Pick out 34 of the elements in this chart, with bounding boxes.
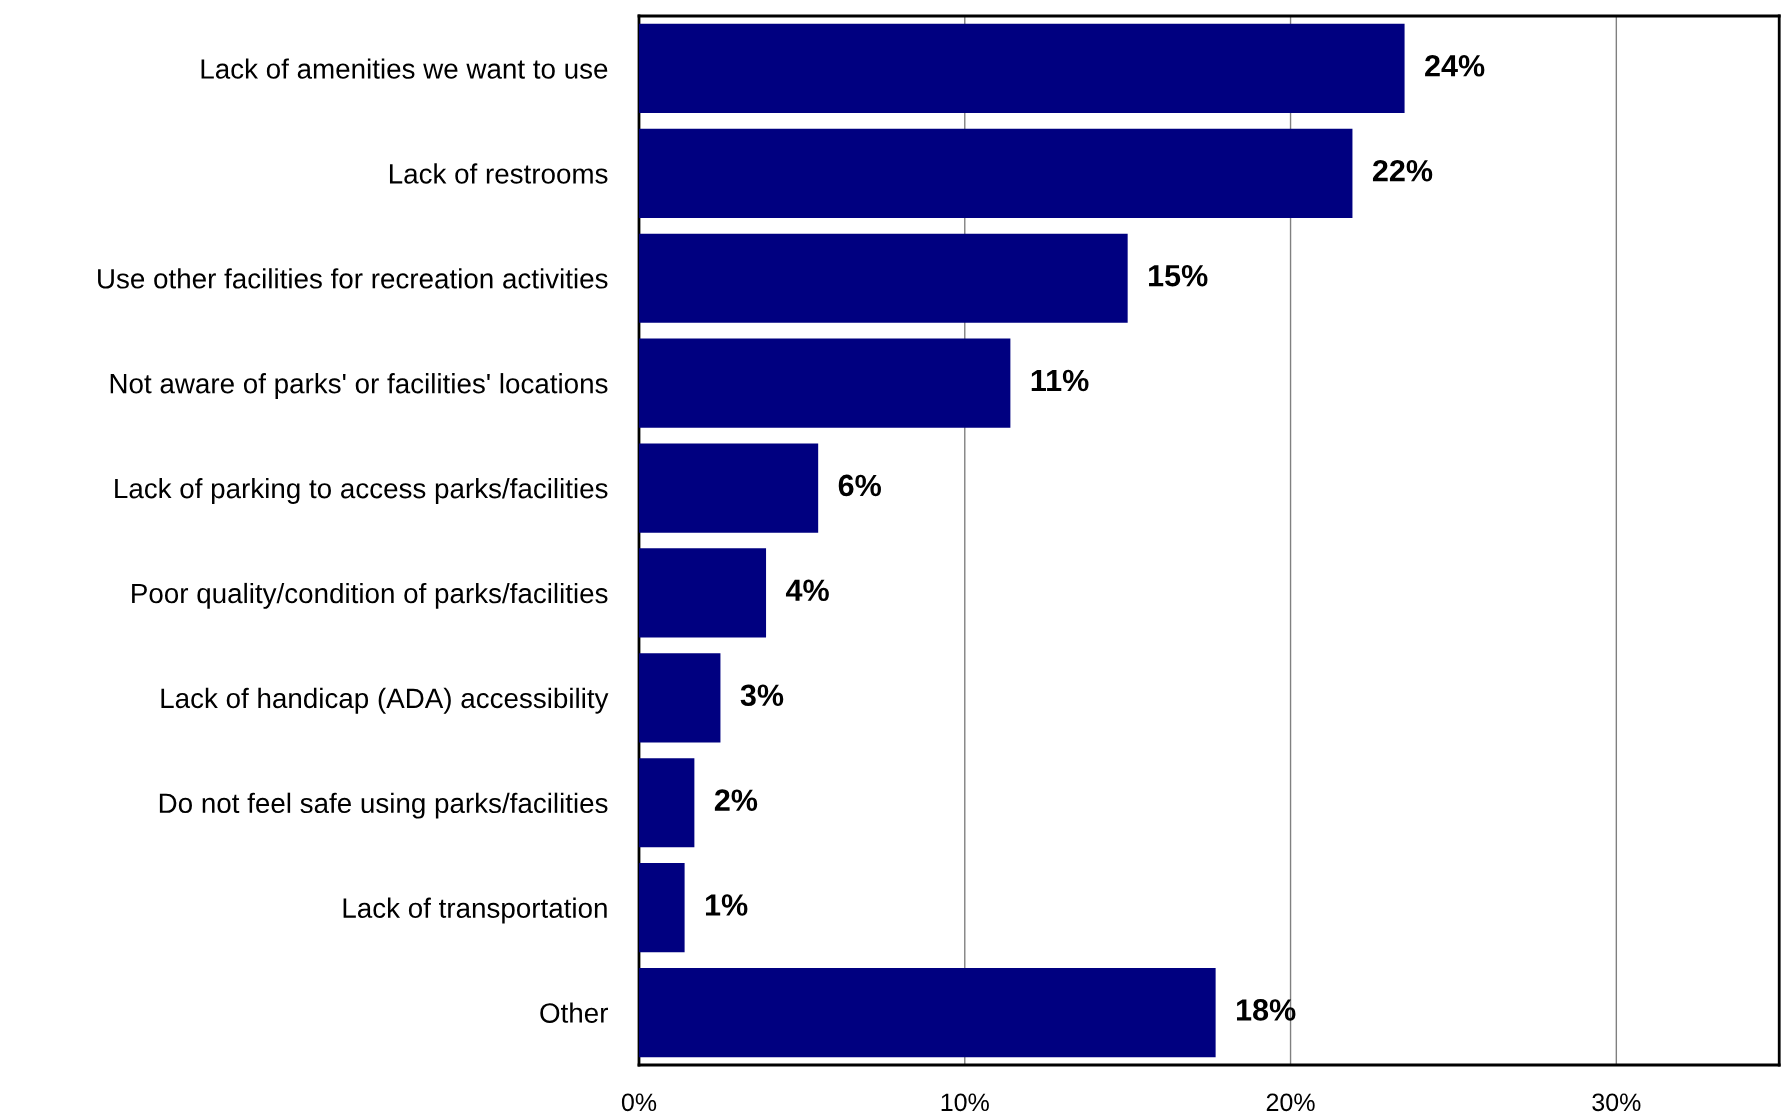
y-tick-label: Poor quality/condition of parks/facilities xyxy=(132,582,608,609)
data-label: 18% xyxy=(1236,999,1296,1021)
y-tick-label: Lack of restrooms xyxy=(389,163,608,184)
y-tick-label: Not aware of parks' or facilities' locations xyxy=(110,373,608,399)
y-tick-label: Lack of amenities we want to use xyxy=(201,58,608,79)
data-label: 6% xyxy=(838,474,881,497)
x-tick-label: 20% xyxy=(1266,1093,1315,1112)
data-label: 11% xyxy=(1031,369,1089,392)
bar xyxy=(639,863,685,953)
bar xyxy=(639,128,1353,218)
data-label: 4% xyxy=(785,579,829,602)
data-label: 1% xyxy=(705,894,748,916)
bar xyxy=(639,548,767,638)
y-tick-label: Lack of parking to access parks/facilities xyxy=(115,477,608,504)
x-tick-label: 30% xyxy=(1592,1093,1641,1112)
y-tick-label: Lack of handicap (ADA) accessibility xyxy=(161,687,609,714)
bar xyxy=(639,967,1216,1058)
x-tick-label: 10% xyxy=(941,1093,989,1112)
bar xyxy=(639,23,1405,114)
x-tick-label: 0% xyxy=(621,1093,657,1112)
data-label: 24% xyxy=(1425,55,1485,77)
y-tick-label: Use other facilities for recreation activities xyxy=(98,268,608,289)
bar xyxy=(639,758,695,848)
bar xyxy=(639,443,819,533)
bar xyxy=(639,338,1011,428)
y-tick-label: Lack of transportation xyxy=(343,897,607,924)
data-label: 3% xyxy=(740,684,784,707)
bar xyxy=(639,653,721,743)
bar xyxy=(639,233,1128,323)
data-label: 22% xyxy=(1372,159,1433,182)
data-label: 15% xyxy=(1149,264,1208,287)
y-tick-label: Do not feel safe using parks/facilities xyxy=(159,792,608,819)
y-tick-label: Other xyxy=(540,1002,608,1023)
data-label: 2% xyxy=(714,789,758,811)
